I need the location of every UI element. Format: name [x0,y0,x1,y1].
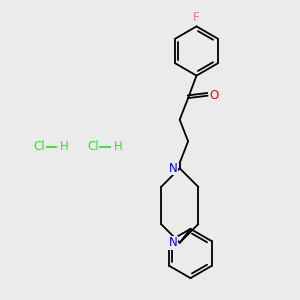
Text: Cl: Cl [33,140,45,154]
Text: N: N [169,162,178,175]
Text: N: N [169,236,178,249]
Text: H: H [114,140,123,154]
Text: O: O [209,89,218,102]
Text: Cl: Cl [87,140,99,154]
Text: H: H [60,140,69,154]
Text: F: F [193,11,200,24]
